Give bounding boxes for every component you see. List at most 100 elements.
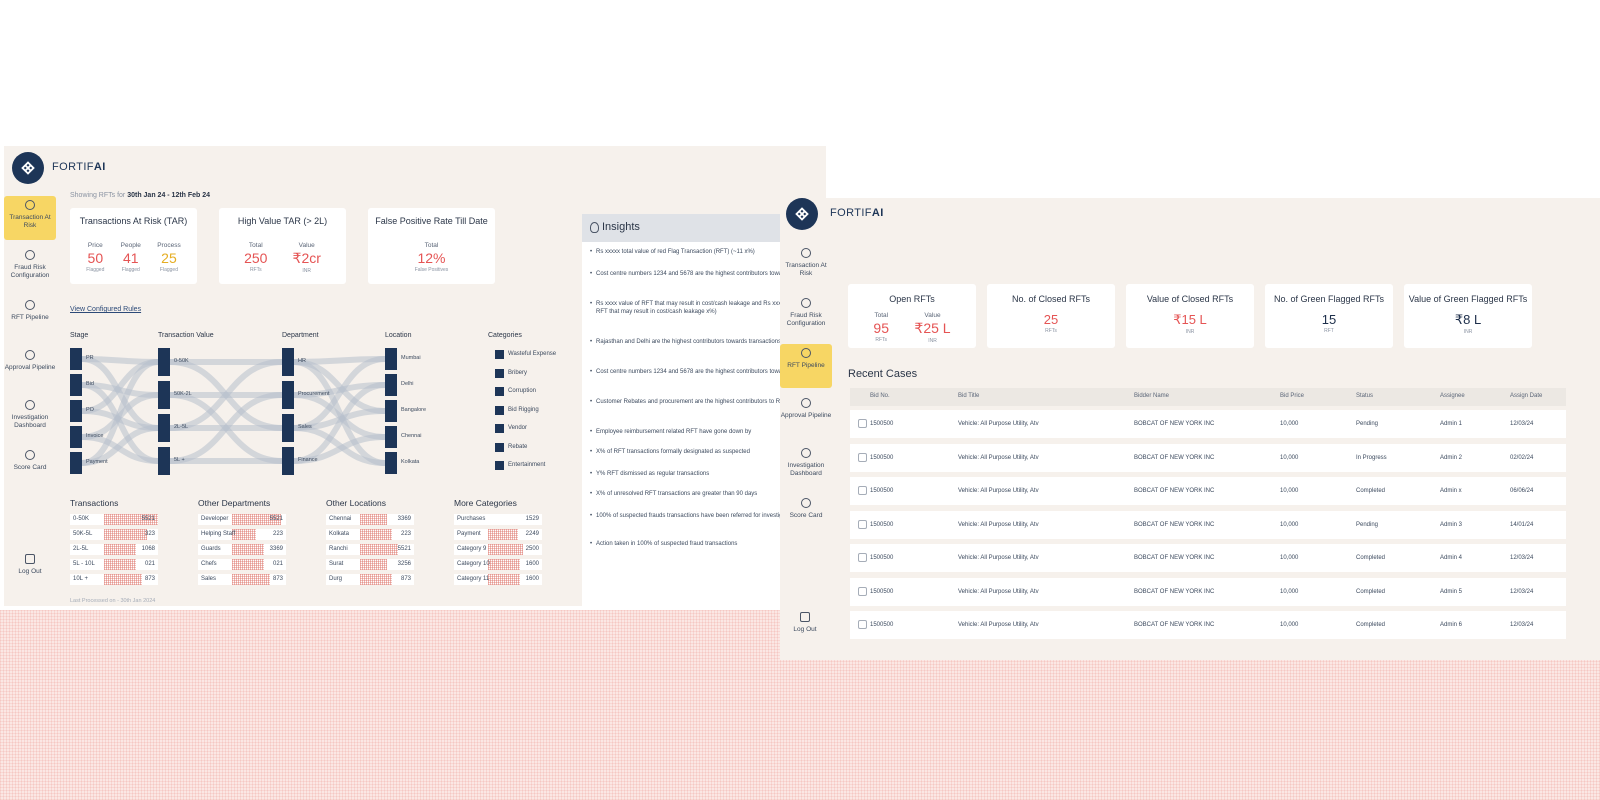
breakdown-row[interactable]: Durg 873 (326, 574, 414, 586)
kpi-unit: INR (1185, 329, 1195, 335)
flow-node-mumbai[interactable] (385, 348, 397, 370)
breakdown-row[interactable]: Helping Staff 223 (198, 529, 286, 541)
sidebar-item-transaction-at-risk[interactable]: Transaction At Risk (4, 196, 56, 240)
flow-node-pr[interactable] (70, 348, 82, 370)
flow-node-5l[interactable] (158, 447, 170, 475)
flow-node-payment[interactable] (70, 452, 82, 474)
row-checkbox[interactable] (858, 519, 867, 529)
row-checkbox[interactable] (858, 452, 867, 462)
cell-bid-no: 1500500 (870, 521, 894, 528)
category-label: Bid Rigging (508, 406, 539, 413)
sidebar-item-label: Approval Pipeline (780, 412, 832, 419)
breakdown-row[interactable]: Sales 873 (198, 574, 286, 586)
sidebar-item-fraud-risk-configuration[interactable]: Fraud Risk Configuration (4, 246, 56, 290)
sidebar-item-score-card[interactable]: Score Card (780, 494, 832, 538)
insight-item: X% of RFT transactions formally designat… (590, 448, 818, 456)
cell-bidder: BOBCAT OF NEW YORK INC (1134, 454, 1215, 461)
breakdown-value: 223 (272, 531, 283, 537)
row-checkbox[interactable] (858, 486, 867, 495)
breakdown-row[interactable]: 50K-5L 323 (70, 529, 158, 541)
flow-node-hr[interactable] (282, 348, 294, 376)
row-checkbox[interactable] (858, 553, 867, 562)
flow-node-invoice[interactable] (70, 426, 82, 448)
breakdown-row[interactable]: 0-50K 5521 (70, 514, 158, 526)
sidebar-item-fraud-risk-configuration[interactable]: Fraud Risk Configuration (780, 294, 832, 338)
sidebar-item-approval-pipeline[interactable]: Approval Pipeline (4, 346, 56, 390)
breakdown-name: 2L-5L (73, 546, 89, 552)
flow-node-bangalore[interactable] (385, 400, 397, 422)
sidebar-item-rft-pipeline[interactable]: RFT Pipeline (4, 296, 56, 340)
table-row[interactable]: 1500500 Vehicle: All Purpose Utility, Atv… (850, 611, 1566, 639)
column-header-assign-date[interactable]: Assign Date (1510, 393, 1543, 399)
flow-node-po[interactable] (70, 400, 82, 422)
breakdown-row[interactable]: Category 9 2500 (454, 544, 542, 556)
flow-node-50k-2l[interactable] (158, 381, 170, 409)
flow-node-sales[interactable] (282, 414, 294, 442)
table-row[interactable]: 1500500 Vehicle: All Purpose Utility, Atv… (850, 410, 1566, 438)
view-rules-link[interactable]: View Configured Rules (70, 306, 142, 313)
breakdown-row[interactable]: Category 10 1600 (454, 559, 542, 571)
flow-node-0-50k[interactable] (158, 348, 170, 376)
sidebar-item-rft-pipeline[interactable]: RFT Pipeline (780, 344, 832, 388)
column-header-assignee[interactable]: Assignee (1440, 393, 1465, 399)
breakdown-row[interactable]: Guards 3369 (198, 544, 286, 556)
category-node[interactable] (495, 387, 504, 396)
breakdown-row[interactable]: Chennai 3369 (326, 514, 414, 526)
breakdown-value: 873 (144, 576, 155, 582)
breakdown-row[interactable]: Payment 2249 (454, 529, 542, 541)
column-header-bid-no[interactable]: Bid No. (870, 393, 890, 399)
breakdown-row[interactable]: Purchases 1529 (454, 514, 542, 526)
category-node[interactable] (495, 368, 504, 378)
flow-node-bid[interactable] (70, 374, 82, 396)
logo[interactable] (12, 152, 44, 184)
category-label: Bribery (508, 369, 528, 376)
flow-node-finance[interactable] (282, 447, 294, 475)
breakdown-bar-fill (232, 514, 281, 525)
logo[interactable] (786, 198, 818, 230)
breakdown-row[interactable]: 2L-5L 1068 (70, 544, 158, 556)
breakdown-row[interactable]: Surat 3256 (326, 559, 414, 571)
table-row[interactable]: 1500500 Vehicle: All Purpose Utility, Atv… (850, 477, 1566, 505)
category-node[interactable] (495, 350, 504, 359)
breakdown-row[interactable]: Kolkata 223 (326, 529, 414, 541)
breakdown-row[interactable]: 5L - 10L 021 (70, 559, 158, 571)
sidebar-item-investigation-dashboard[interactable]: Investigation Dashboard (780, 444, 832, 488)
breakdown-row[interactable]: Category 11 1600 (454, 574, 542, 586)
column-header-bid-price[interactable]: Bid Price (1280, 393, 1305, 399)
table-row[interactable]: 1500500 Vehicle: All Purpose Utility, Atv… (850, 577, 1566, 606)
column-header-status[interactable]: Status (1356, 393, 1374, 399)
logout-button[interactable]: Log Out (4, 550, 56, 594)
table-row[interactable]: 1500500 Vehicle: All Purpose Utility, Atv… (850, 510, 1566, 539)
sidebar-item-score-card[interactable]: Score Card (4, 446, 56, 490)
breakdown-row[interactable]: Ranchi 5521 (326, 544, 414, 556)
breakdown-row[interactable]: Chefs 021 (198, 559, 286, 571)
logout-button[interactable]: Log Out (780, 608, 830, 652)
kpi-card-false-positive: False Positive Rate Till Date Total 12% Fa… (368, 208, 495, 284)
breakdown-row[interactable]: Developer 5521 (198, 514, 286, 526)
sidebar-item-investigation-dashboard[interactable]: Investigation Dashboard (4, 396, 56, 440)
flow-node-kolkata[interactable] (385, 452, 397, 474)
column-header-bidder-name[interactable]: Bidder Name (1134, 393, 1170, 399)
category-node[interactable] (495, 442, 504, 452)
row-checkbox[interactable] (858, 586, 867, 596)
breakdown-value: 223 (400, 531, 411, 537)
flow-node-procurement[interactable] (282, 381, 294, 409)
flow-node-chennai[interactable] (385, 426, 397, 448)
breakdown-row[interactable]: 10L + 873 (70, 574, 158, 586)
category-node[interactable] (495, 461, 504, 470)
column-header-bid-title[interactable]: Bid Title (958, 393, 980, 399)
flow-node-delhi[interactable] (385, 374, 397, 396)
flow-node-2l-5l[interactable] (158, 414, 170, 442)
category-node[interactable] (495, 424, 504, 433)
category-node[interactable] (495, 405, 504, 415)
flow-node-label: 2L-5L (174, 424, 189, 430)
sidebar-item-transaction-at-risk[interactable]: Transaction At Risk (780, 244, 832, 288)
row-checkbox[interactable] (858, 419, 867, 428)
table-row[interactable]: 1500500 Vehicle: All Purpose Utility, Atv… (850, 544, 1566, 572)
breakdown-table-title: Transactions (70, 498, 119, 508)
kpi-title: Open RFTs (889, 294, 935, 304)
sidebar-item-approval-pipeline[interactable]: Approval Pipeline (780, 394, 832, 438)
table-row[interactable]: 1500500 Vehicle: All Purpose Utility, Atv… (850, 443, 1566, 472)
breakdown-name: Sales (201, 576, 217, 582)
row-checkbox[interactable] (858, 620, 867, 629)
